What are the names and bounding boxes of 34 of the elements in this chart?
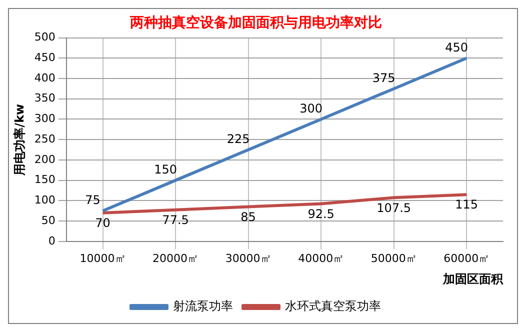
y-tick-label: 200: [34, 152, 56, 166]
x-tick-label: 50000㎡: [370, 252, 417, 265]
data-label: 225: [226, 132, 250, 146]
y-tick-label: 300: [34, 112, 56, 126]
y-tick-label: 150: [34, 173, 56, 186]
data-label: 107.5: [376, 200, 412, 215]
x-tick-label: 10000㎡: [80, 252, 126, 265]
y-tick-label: 100: [34, 194, 56, 207]
y-axis-title: 用电功率/kw: [12, 104, 26, 176]
data-label: 375: [372, 70, 396, 85]
data-label: 75: [85, 192, 100, 207]
data-label: 300: [300, 101, 323, 116]
data-label: 70: [95, 216, 110, 230]
y-tick-label: 450: [34, 51, 56, 64]
data-label: 150: [154, 162, 177, 176]
data-label: 92.5: [308, 206, 334, 221]
y-tick-label: 400: [34, 71, 56, 84]
y-tick-label: 500: [34, 30, 56, 44]
y-tick-label: 0: [48, 234, 56, 248]
legend-label: 水环式真空泵功率: [285, 299, 381, 314]
data-label: 115: [455, 198, 478, 212]
x-tick-label: 40000㎡: [298, 252, 344, 265]
x-tick-label: 20000㎡: [152, 252, 199, 265]
y-tick-label: 250: [34, 132, 56, 146]
legend-label: 射流泵功率: [173, 299, 233, 314]
data-label: 77.5: [162, 212, 189, 227]
chart-title: 两种抽真空设备加固面积与用电功率对比: [129, 14, 382, 32]
y-tick-label: 350: [34, 92, 56, 105]
data-label: 85: [240, 210, 256, 224]
data-label: 450: [445, 40, 468, 54]
x-axis-title: 加固区面积: [442, 272, 504, 286]
x-tick-label: 60000㎡: [444, 252, 490, 265]
y-tick-label: 50: [41, 214, 56, 227]
x-tick-label: 30000㎡: [225, 252, 272, 265]
